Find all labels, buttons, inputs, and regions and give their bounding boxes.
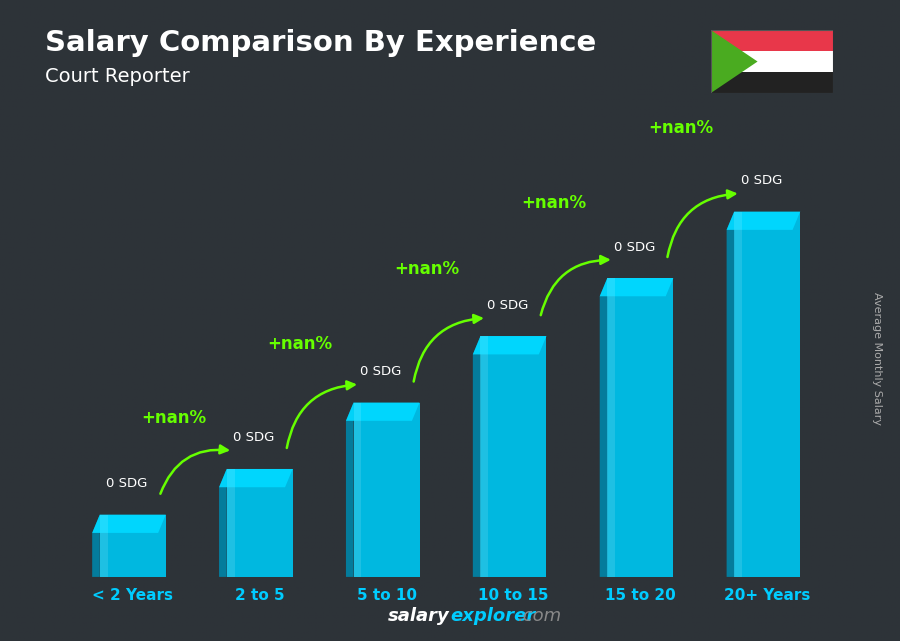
Text: 0 SDG: 0 SDG (487, 299, 528, 312)
Text: +nan%: +nan% (521, 194, 587, 212)
Polygon shape (346, 403, 354, 577)
Bar (734, 212, 742, 577)
Bar (711, 72, 832, 93)
Polygon shape (711, 30, 758, 93)
Text: 0 SDG: 0 SDG (106, 477, 148, 490)
Text: Average Monthly Salary: Average Monthly Salary (872, 292, 883, 426)
Bar (711, 30, 832, 51)
Bar (481, 336, 489, 577)
Polygon shape (472, 336, 481, 577)
Bar (227, 469, 235, 577)
Text: 0 SDG: 0 SDG (360, 365, 401, 378)
Polygon shape (726, 212, 734, 577)
Text: 0 SDG: 0 SDG (233, 431, 274, 444)
Polygon shape (599, 278, 673, 296)
Text: 0 SDG: 0 SDG (741, 174, 782, 187)
Text: .com: .com (518, 607, 562, 625)
Text: +nan%: +nan% (267, 335, 333, 353)
Polygon shape (92, 515, 100, 577)
Text: explorer: explorer (450, 607, 536, 625)
Bar (354, 403, 419, 577)
Bar (227, 469, 292, 577)
Text: Court Reporter: Court Reporter (45, 67, 190, 87)
Polygon shape (472, 336, 546, 354)
Bar (354, 403, 362, 577)
Polygon shape (219, 469, 227, 577)
Text: +nan%: +nan% (648, 119, 714, 137)
Polygon shape (92, 515, 166, 533)
Bar (734, 212, 800, 577)
Text: 0 SDG: 0 SDG (614, 240, 655, 254)
Polygon shape (599, 278, 608, 577)
Bar (608, 278, 673, 577)
Text: +nan%: +nan% (394, 260, 460, 278)
Bar (711, 51, 832, 72)
Polygon shape (346, 403, 419, 420)
Polygon shape (726, 212, 800, 230)
Text: +nan%: +nan% (140, 410, 206, 428)
Bar (481, 336, 546, 577)
Bar (100, 515, 166, 577)
Bar (608, 278, 616, 577)
Bar (100, 515, 108, 577)
Text: Salary Comparison By Experience: Salary Comparison By Experience (45, 29, 596, 57)
Text: salary: salary (388, 607, 450, 625)
Polygon shape (219, 469, 292, 487)
